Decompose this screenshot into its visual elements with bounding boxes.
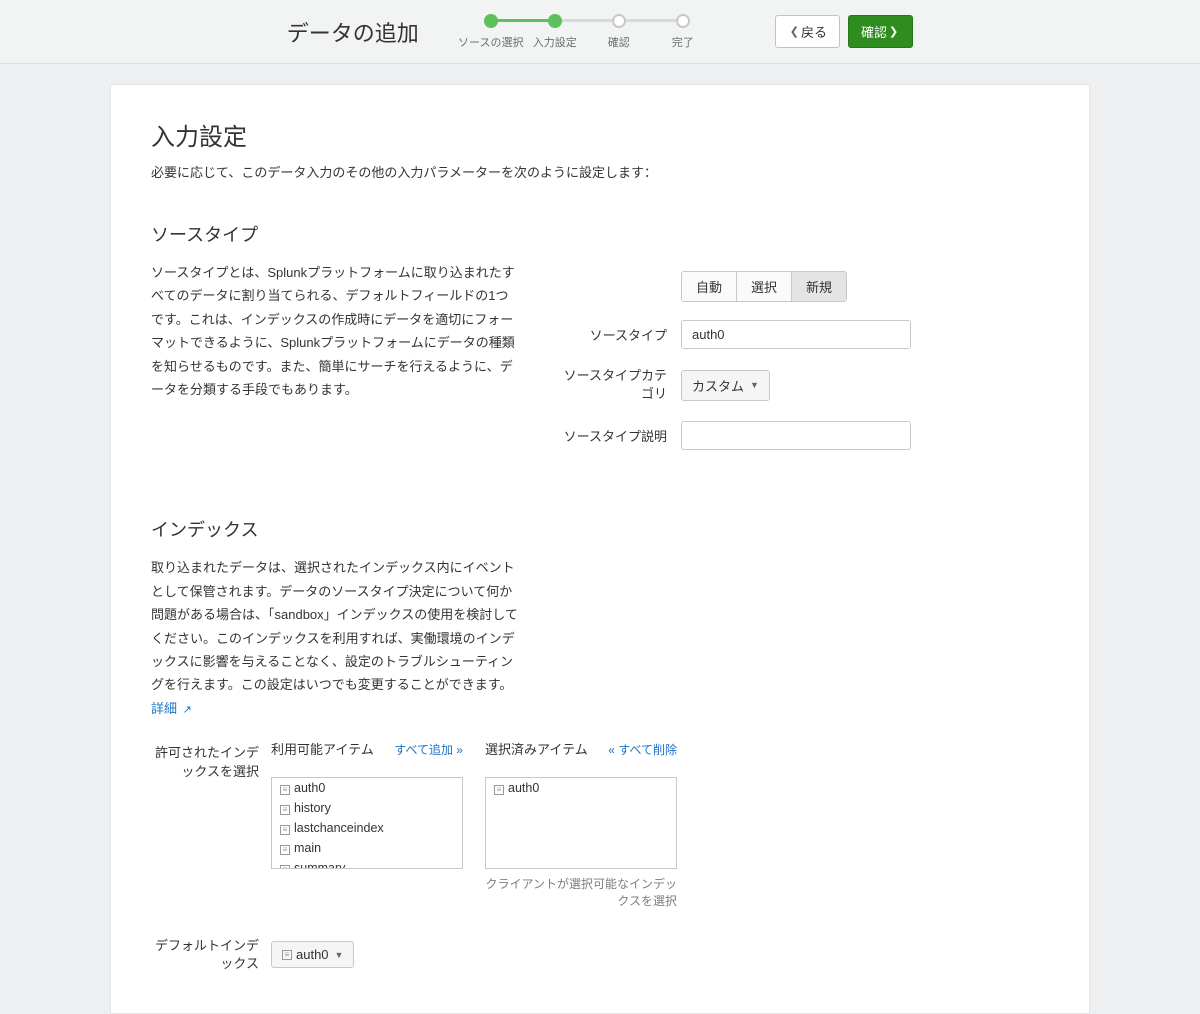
sourcetype-heading: ソースタイプ [151,221,1049,247]
confirm-button[interactable]: 確認 ❯ [848,15,913,48]
sourcetype-mode-group: 自動 選択 新規 [681,271,847,302]
sourcetype-description: ソースタイプとは、Splunkプラットフォームに取り込まれたすべてのデータに割り… [151,261,521,468]
step-dot-input [548,14,562,28]
database-icon: ≡ [282,950,292,960]
step-dot-source [484,14,498,28]
caret-down-icon: ▼ [335,950,344,960]
step-label: 確認 [608,34,630,50]
description-input[interactable] [681,421,911,450]
step-connector [619,19,683,22]
index-description: 取り込まれたデータは、選択されたインデックス内にイベントとして保管されます。デー… [151,556,521,720]
list-item[interactable]: ≡auth0 [486,778,676,798]
sourcetype-label: ソースタイプ [561,325,681,344]
category-dropdown[interactable]: カスタム ▼ [681,370,770,401]
confirm-button-label: 確認 [861,22,887,41]
external-link-icon: ↗ [183,704,192,716]
category-label: ソースタイプカテゴリ [561,367,681,403]
main-card: 入力設定 必要に応じて、このデータ入力のその他の入力パラメーターを次のように設定… [110,84,1090,1014]
database-icon: ≡ [494,785,504,795]
selected-title: 選択済みアイテム [485,741,588,759]
list-item[interactable]: ≡summary [272,858,462,869]
add-all-link[interactable]: すべて追加 » [394,741,463,758]
database-icon: ≡ [280,825,290,835]
pill-auto[interactable]: 自動 [682,272,737,301]
step-dot-confirm [612,14,626,28]
sourcetype-input[interactable] [681,320,911,349]
back-button[interactable]: ❮ 戻る [775,15,840,48]
step-label: 入力設定 [533,34,577,50]
database-icon: ≡ [280,865,290,869]
step-label: 完了 [672,34,694,50]
pill-select[interactable]: 選択 [737,272,792,301]
step-dot-done [676,14,690,28]
list-item[interactable]: ≡lastchanceindex [272,818,462,838]
list-item[interactable]: ≡main [272,838,462,858]
wizard-stepper: ソースの選択 入力設定 確認 完了 [459,14,715,50]
allowed-indexes-label: 許可されたインデックスを選択 [151,741,271,782]
remove-all-link[interactable]: « すべて削除 [608,741,677,758]
database-icon: ≡ [280,805,290,815]
main-heading: 入力設定 [151,117,1049,152]
index-help-text: クライアントが選択可能なインデックスを選択 [485,875,677,909]
category-dropdown-value: カスタム [692,376,744,395]
default-index-value: auth0 [296,947,329,962]
available-title: 利用可能アイテム [271,741,374,759]
wizard-header: データの追加 ソースの選択 入力設定 確認 [0,0,1200,64]
list-item[interactable]: ≡auth0 [272,778,462,798]
database-icon: ≡ [280,845,290,855]
description-label: ソースタイプ説明 [561,426,681,445]
default-index-dropdown[interactable]: ≡ auth0 ▼ [271,941,354,968]
pill-new[interactable]: 新規 [792,272,846,301]
step-label: ソースの選択 [458,34,523,50]
caret-down-icon: ▼ [750,380,759,390]
step-connector [491,19,555,22]
database-icon: ≡ [280,785,290,795]
page-title: データの追加 [287,16,419,48]
chevron-right-icon: ❯ [889,25,898,38]
step-connector [555,19,619,22]
list-item[interactable]: ≡history [272,798,462,818]
back-button-label: 戻る [801,22,827,41]
index-heading: インデックス [151,516,1049,542]
chevron-left-icon: ❮ [790,25,799,38]
learn-more-link[interactable]: 詳細 ↗ [151,701,192,716]
selected-listbox[interactable]: ≡auth0 [485,777,677,869]
main-subtitle: 必要に応じて、このデータ入力のその他の入力パラメーターを次のように設定します： [151,162,1049,181]
available-listbox[interactable]: ≡auth0≡history≡lastchanceindex≡main≡summ… [271,777,463,869]
default-index-label: デフォルトインデックス [151,937,271,973]
